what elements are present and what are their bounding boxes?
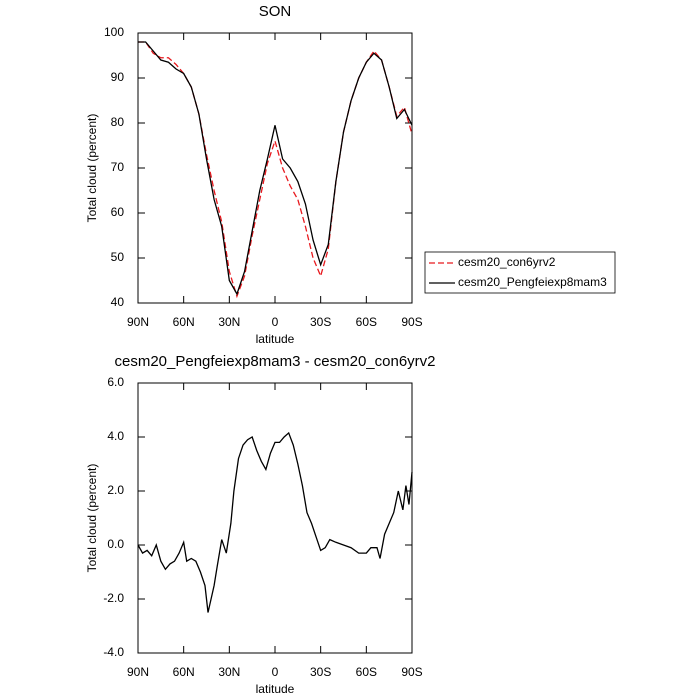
plot-frame — [137, 382, 413, 654]
y-tick-label: 70 — [111, 160, 125, 174]
y-tick-label: 50 — [111, 250, 125, 264]
y-tick-label: 40 — [111, 295, 125, 309]
y-tick-label: 90 — [111, 70, 125, 84]
legend-label: cesm20_Pengfeiexp8mam3 — [458, 275, 607, 289]
x-axis-label: latitude — [256, 332, 295, 346]
x-tick-label: 90N — [127, 665, 149, 679]
x-tick-label: 30N — [218, 665, 240, 679]
y-tick-label: 100 — [104, 25, 124, 39]
x-tick-label: 0 — [272, 665, 279, 679]
data-line — [138, 41, 413, 299]
legend-box — [424, 251, 616, 294]
y-axis-label: Total cloud (percent) — [85, 114, 99, 223]
x-tick-label: 60S — [356, 665, 377, 679]
legend-label: cesm20_con6yrv2 — [458, 255, 556, 269]
x-tick-label: 90S — [401, 665, 422, 679]
x-tick-label: 30S — [310, 315, 331, 329]
x-tick-label: 90S — [401, 315, 422, 329]
x-tick-label: 60N — [173, 665, 195, 679]
y-tick-label: 4.0 — [107, 429, 124, 443]
y-tick-label: 6.0 — [107, 375, 124, 389]
y-tick-label: -4.0 — [103, 645, 124, 659]
x-tick-label: 30N — [218, 315, 240, 329]
data-line — [137, 431, 413, 613]
y-axis-label: Total cloud (percent) — [85, 464, 99, 573]
x-tick-label: 60S — [356, 315, 377, 329]
y-tick-label: 2.0 — [107, 483, 124, 497]
y-tick-label: 0.0 — [107, 537, 124, 551]
chart-title: SON — [259, 3, 292, 20]
x-tick-label: 60N — [173, 315, 195, 329]
x-axis-label: latitude — [256, 682, 295, 696]
y-tick-label: 60 — [111, 205, 125, 219]
x-tick-label: 90N — [127, 315, 149, 329]
y-tick-label: 80 — [111, 115, 125, 129]
chart-title: cesm20_Pengfeiexp8mam3 - cesm20_con6yrv2 — [115, 353, 436, 370]
data-line — [138, 41, 413, 296]
x-tick-label: 0 — [272, 315, 279, 329]
plot-frame — [137, 32, 413, 304]
y-tick-label: -2.0 — [103, 591, 124, 605]
x-tick-label: 30S — [310, 665, 331, 679]
